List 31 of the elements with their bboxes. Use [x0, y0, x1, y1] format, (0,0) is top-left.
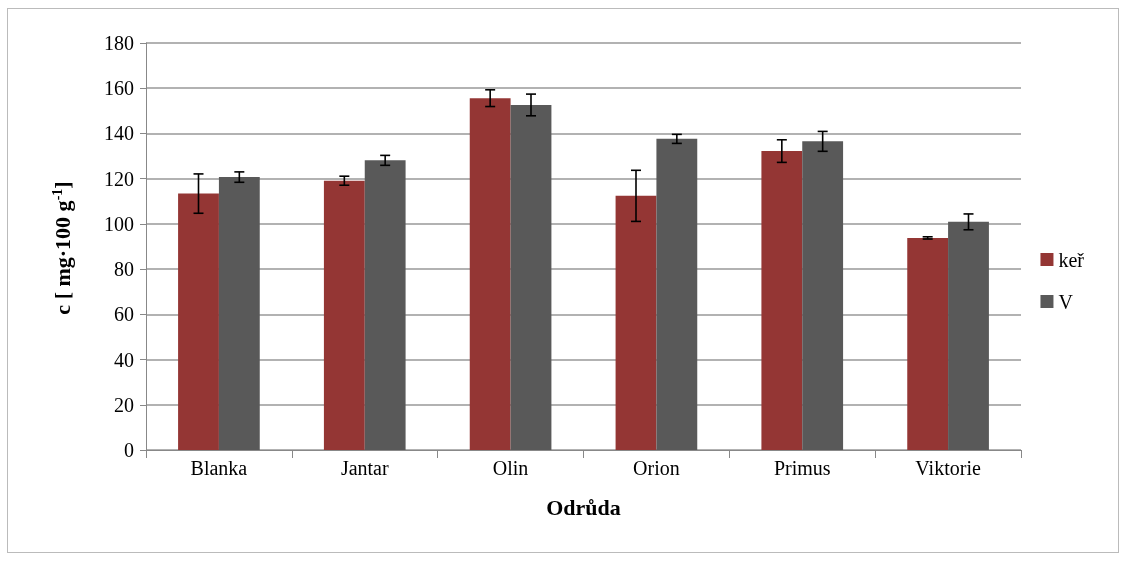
x-tick-label: Olin	[492, 457, 529, 479]
y-tick-label: 20	[114, 393, 134, 416]
legend-label: keř	[1058, 248, 1085, 271]
y-tick-label: 80	[114, 258, 134, 281]
y-tick-label: 0	[124, 439, 134, 461]
y-tick-label: 40	[114, 348, 134, 371]
y-tick-label: 180	[104, 32, 134, 54]
x-tick-label: Orion	[633, 457, 680, 479]
bar	[907, 237, 949, 450]
x-axis-title: Odrůda	[546, 494, 621, 520]
y-tick-label: 100	[104, 212, 134, 235]
y-tick-label: 160	[104, 77, 134, 100]
x-tick-label: Primus	[773, 457, 831, 479]
y-tick-label: 60	[114, 303, 134, 326]
x-tick-label: Blanka	[190, 457, 248, 479]
bar	[656, 138, 698, 450]
bar	[510, 104, 552, 450]
y-tick-label: 120	[104, 167, 134, 190]
bar	[948, 221, 989, 450]
x-tick-label: Jantar	[340, 457, 389, 479]
bar	[178, 193, 219, 450]
bar	[802, 141, 844, 450]
y-tick-label: 140	[104, 122, 134, 145]
bar	[469, 98, 511, 450]
bar	[364, 160, 406, 450]
bar	[761, 151, 803, 450]
legend-label: V	[1058, 290, 1074, 313]
bar	[615, 195, 657, 450]
x-tick-label: Viktorie	[915, 457, 981, 479]
bar	[218, 177, 260, 450]
bar	[323, 180, 365, 450]
